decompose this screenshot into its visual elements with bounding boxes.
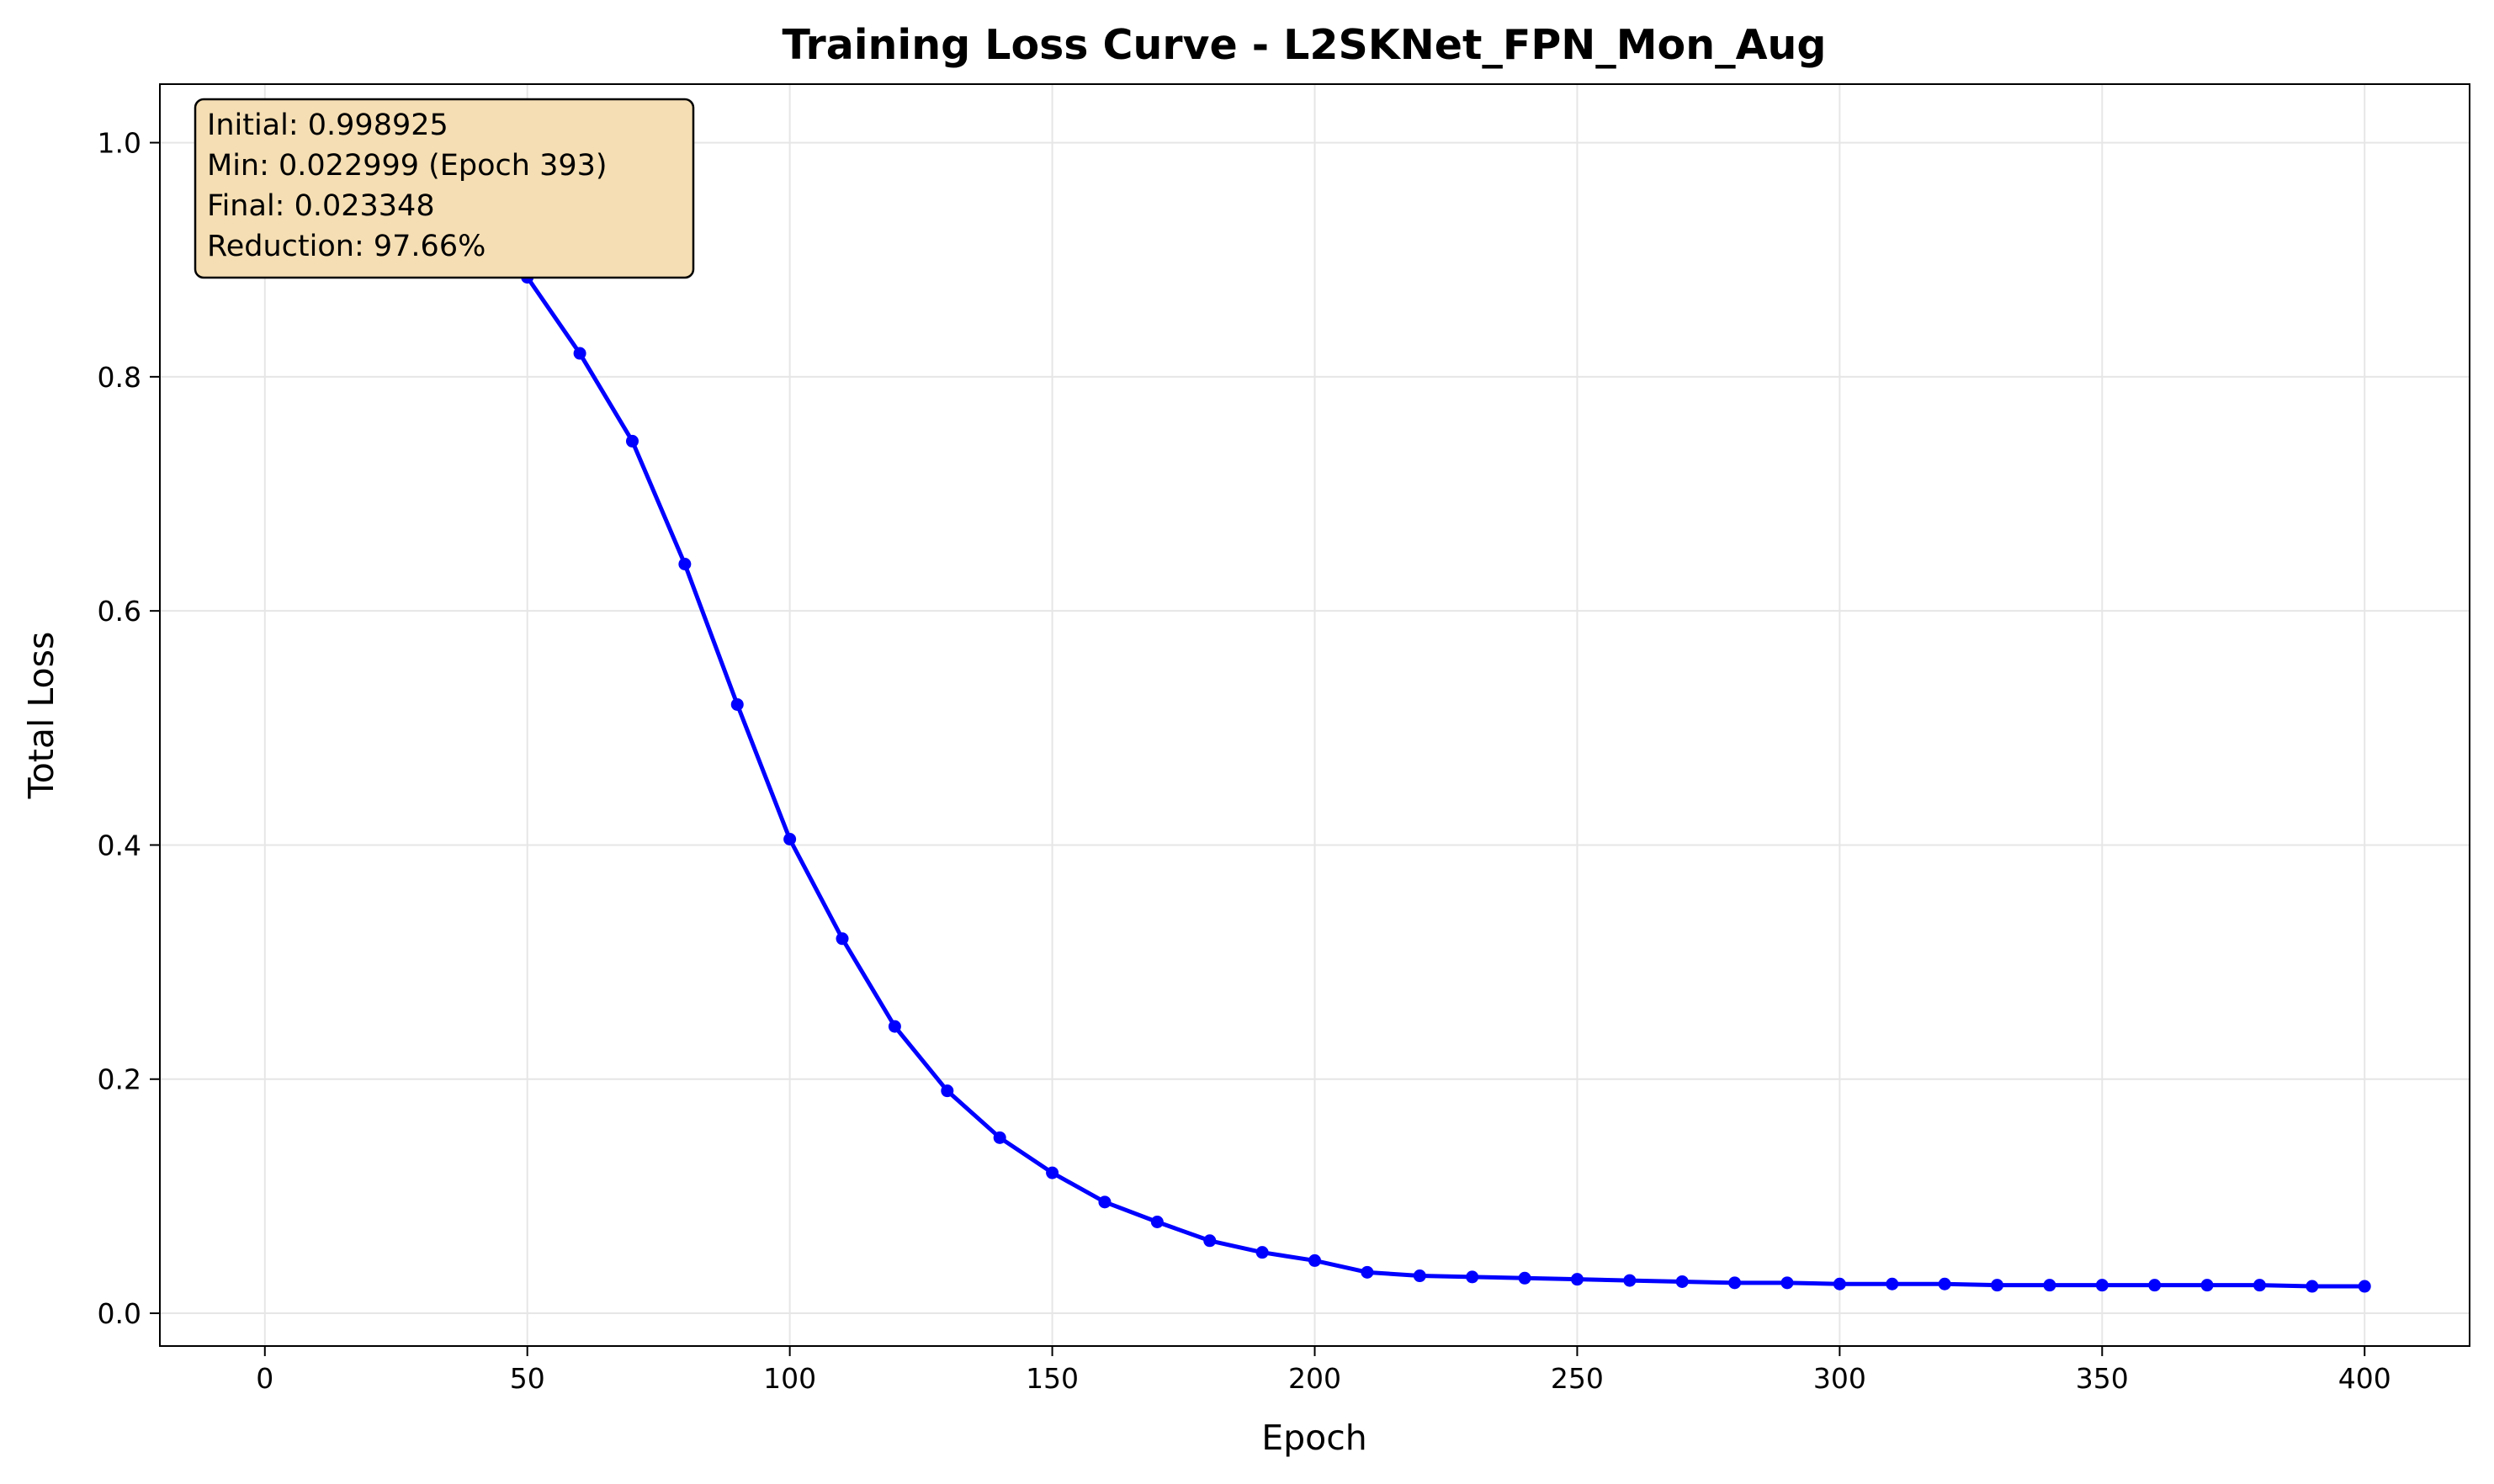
loss-point [1991,1279,2004,1292]
loss-point [1361,1265,1374,1279]
x-tick-label: 0 [256,1362,273,1395]
loss-point [730,697,744,711]
loss-point [1046,1166,1059,1179]
loss-point [2358,1280,2371,1293]
loss-point [993,1131,1006,1144]
loss-point [2200,1279,2214,1292]
loss-point [1518,1271,1531,1285]
y-tick-label: 0.8 [98,361,141,394]
x-tick-label: 50 [510,1362,545,1395]
loss-point [1466,1270,1479,1284]
loss-point [2253,1279,2266,1292]
stats-annotation-box: Initial: 0.998925 Min: 0.022999 (Epoch 3… [194,98,695,279]
loss-point [625,434,639,448]
loss-point [678,558,692,571]
loss-point [783,832,797,845]
x-tick-label: 250 [1551,1362,1604,1395]
x-tick-label: 150 [1026,1362,1079,1395]
x-tick-label: 350 [2076,1362,2129,1395]
loss-point [1675,1275,1689,1288]
x-tick-label: 400 [2338,1362,2391,1395]
y-tick-label: 0.2 [98,1063,141,1096]
loss-point [2306,1280,2319,1293]
loss-point [1255,1246,1269,1259]
loss-point [1570,1273,1584,1286]
loss-point [836,932,849,946]
loss-point [1833,1277,1846,1291]
loss-point [1098,1195,1112,1209]
loss-point [888,1020,901,1033]
y-tick-label: 0.4 [98,829,141,861]
x-tick-label: 100 [763,1362,816,1395]
loss-point [2043,1279,2056,1292]
grid-lines [160,84,2470,1346]
loss-point [1413,1269,1426,1283]
loss-point [1203,1234,1217,1248]
chart-title: Training Loss Curve - L2SKNet_FPN_Mon_Au… [782,21,1826,69]
loss-point [1728,1276,1742,1290]
loss-point [1308,1253,1321,1267]
loss-point [1623,1274,1637,1287]
y-tick-label: 1.0 [98,127,141,160]
x-tick-label: 200 [1288,1362,1341,1395]
loss-point [1886,1277,1899,1291]
stats-initial: Initial: 0.998925 [207,109,448,142]
loss-point [1938,1277,1951,1291]
stats-reduction: Reduction: 97.66% [207,230,486,263]
stats-min: Min: 0.022999 (Epoch 393) [207,149,608,183]
axis-ticks: 0 50 100 150 200 250 300 350 400 0.0 0.2 0.4 0.6 0.8 1… [98,127,2391,1395]
x-axis-title: Epoch [1261,1418,1367,1458]
x-tick-label: 300 [1813,1362,1866,1395]
loss-point [2095,1279,2109,1292]
stats-final: Final: 0.023348 [207,189,435,223]
loss-point [1150,1216,1164,1229]
loss-point [941,1084,954,1098]
stats-box-background [194,98,695,279]
loss-point [1780,1276,1794,1290]
loss-point [2148,1279,2162,1292]
y-tick-label: 0.6 [98,595,141,628]
y-axis-title: Total Loss [21,632,61,800]
loss-point [573,347,586,360]
y-tick-label: 0.0 [98,1297,141,1330]
